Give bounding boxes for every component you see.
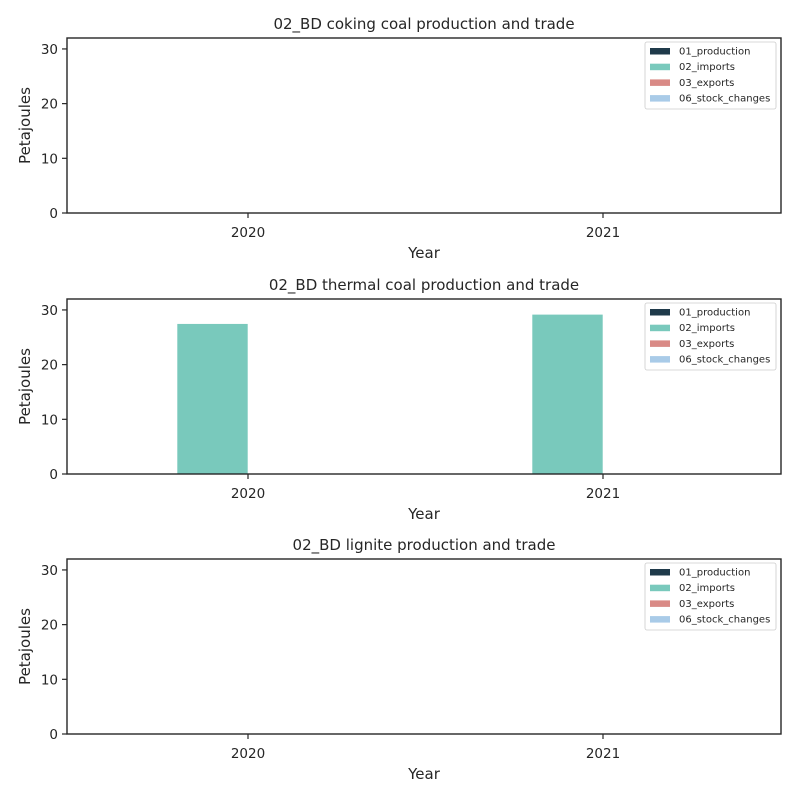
legend-box — [644, 41, 777, 110]
y-tick-label: 20 — [41, 97, 58, 113]
x-tick-label: 2020 — [231, 486, 265, 502]
y-tick-label: 20 — [41, 618, 58, 634]
bar-02_imports-2021 — [531, 314, 604, 475]
legend-label-01_production: 01_production — [679, 568, 750, 579]
x-axis-label: Year — [407, 505, 441, 523]
y-tick-label: 20 — [41, 358, 58, 374]
plot-frame — [66, 298, 782, 475]
y-tick-label: 10 — [41, 672, 58, 688]
y-tick-label: 0 — [49, 206, 58, 222]
x-tick-label: 2020 — [231, 225, 265, 241]
legend-box — [644, 302, 777, 371]
x-tick-label: 2021 — [586, 486, 620, 502]
legend: 01_production 02_imports 03_exports 06_stoc… — [644, 302, 777, 371]
y-tick-label: 30 — [41, 42, 58, 58]
y-tick-label: 30 — [41, 563, 58, 579]
legend-label-06_stock_changes: 06_stock_changes — [679, 94, 770, 105]
chart-panel-3: 02_BD lignite production and trade 0 10 20 3… — [16, 536, 782, 783]
x-tick-label: 2021 — [586, 225, 620, 241]
bar-02_imports-2020 — [176, 323, 249, 475]
legend-label-03_exports: 03_exports — [679, 78, 734, 89]
y-tick-label: 0 — [49, 467, 58, 483]
legend-label-02_imports: 02_imports — [679, 323, 735, 334]
legend: 01_production 02_imports 03_exports 06_stoc… — [644, 41, 777, 110]
chart-panel-1: 02_BD coking coal production and trade01… — [16, 15, 782, 262]
legend-label-03_exports: 03_exports — [679, 599, 734, 610]
y-axis-label: Petajoules — [16, 87, 34, 164]
y-tick-label: 10 — [41, 151, 58, 167]
y-axis-label: Petajoules — [16, 348, 34, 425]
chart-title: 02_BD thermal coal production and trade — [269, 276, 579, 295]
chart-panel-2: 02_BD thermal coal production and trade 0… — [16, 276, 782, 523]
chart-title: 02_BD lignite production and trade — [293, 536, 556, 555]
legend-swatch-03_exports — [650, 340, 670, 347]
plot-frame — [66, 37, 782, 214]
legend-label-02_imports: 02_imports — [679, 583, 735, 594]
legend-swatch-06_stock_changes — [650, 616, 670, 623]
legend-swatch-06_stock_changes — [650, 356, 670, 363]
y-tick-label: 30 — [41, 303, 58, 319]
legend-swatch-02_imports — [650, 324, 670, 332]
legend-swatch-01_production — [650, 309, 670, 316]
legend-swatch-01_production — [650, 48, 670, 55]
legend-box — [644, 562, 777, 631]
x-axis-label: Year — [407, 765, 441, 783]
plot-frame — [66, 558, 782, 735]
legend-swatch-06_stock_changes — [650, 95, 670, 102]
legend-label-03_exports: 03_exports — [679, 339, 734, 350]
chart-title: 02_BD coking coal production and trade — [273, 15, 574, 34]
y-tick-label: 10 — [41, 412, 58, 428]
legend-swatch-01_production — [650, 569, 670, 576]
legend-label-06_stock_changes: 06_stock_changes — [679, 615, 770, 626]
legend-label-01_production: 01_production — [679, 47, 750, 58]
x-axis-label: Year — [407, 244, 441, 262]
legend-swatch-02_imports — [650, 584, 670, 592]
legend: 01_production 02_imports 03_exports 06_stoc… — [644, 562, 777, 631]
y-tick-label: 0 — [49, 727, 58, 743]
legend-swatch-03_exports — [650, 79, 670, 86]
legend-label-01_production: 01_production — [679, 308, 750, 319]
y-axis-label: Petajoules — [16, 608, 34, 685]
legend-swatch-03_exports — [650, 600, 670, 607]
x-tick-label: 2020 — [231, 746, 265, 762]
legend-label-02_imports: 02_imports — [679, 62, 735, 73]
x-tick-label: 2021 — [586, 746, 620, 762]
legend-swatch-02_imports — [650, 63, 670, 71]
legend-label-06_stock_changes: 06_stock_changes — [679, 355, 770, 366]
